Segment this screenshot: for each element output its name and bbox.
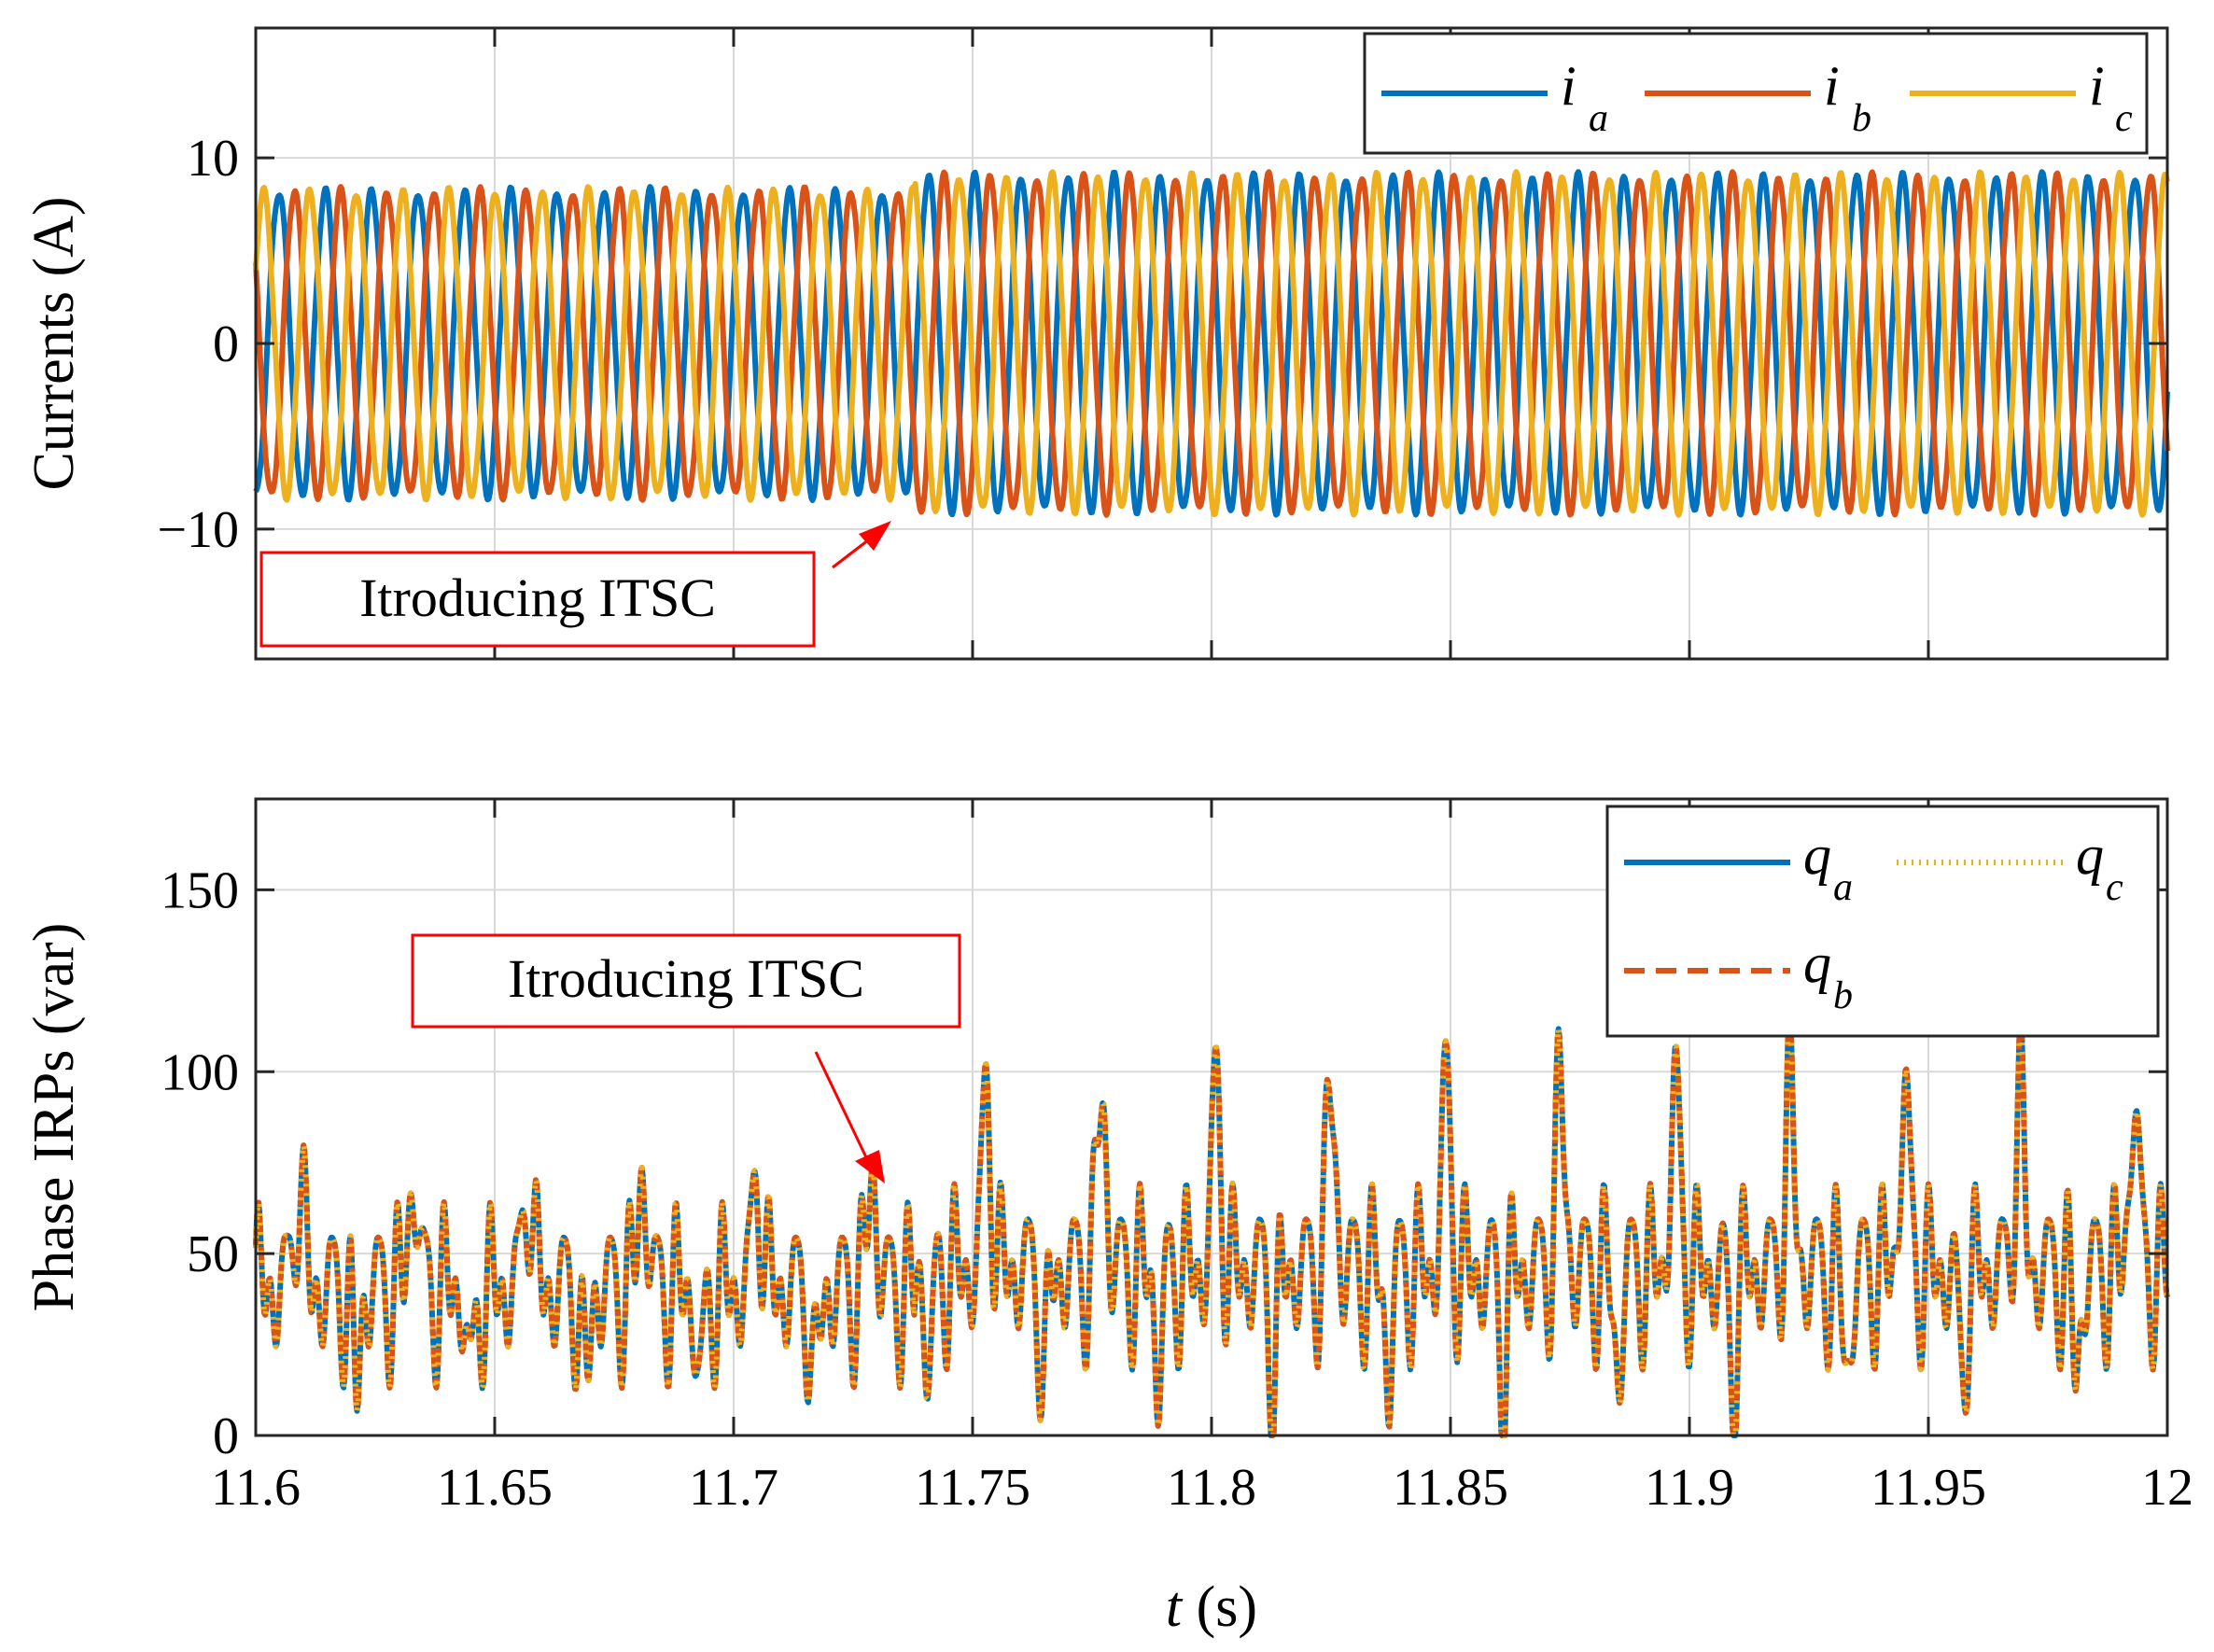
currents-annotation-arrowhead [859, 521, 891, 551]
x-tick-label: 11.8 [1167, 1459, 1256, 1517]
x-tick-label: 11.6 [211, 1459, 301, 1517]
y-tick-label: 50 [187, 1225, 239, 1283]
legend-sub-ia: a [1589, 97, 1608, 140]
currents-axes: −10 0 10 Currents (A) i a i b i c Itroduci… [22, 26, 2170, 661]
irp-annotation-box [411, 933, 961, 1029]
legend-label-ib: i [1824, 55, 1840, 117]
currents-annotation-box [259, 551, 816, 648]
legend-sub-qb: b [1833, 974, 1853, 1017]
legend-label-ic: i [2089, 55, 2105, 117]
x-axis-label-unit: (s) [1182, 1575, 1257, 1639]
series-ic [253, 169, 2170, 518]
legend-label-qb: q [1803, 932, 1831, 994]
legend-label-ia: i [1561, 55, 1576, 117]
y-tick-label: 0 [213, 1407, 239, 1465]
x-tick-label: 11.95 [1871, 1459, 1986, 1517]
legend-sub-qa: a [1833, 866, 1853, 909]
currents-annotation: Itroducing ITSC [259, 521, 891, 648]
irp-series [253, 1003, 2170, 1438]
x-tick-label: 11.85 [1393, 1459, 1508, 1517]
x-tick-label: 12 [2141, 1459, 2193, 1517]
irp-legend-box [1605, 805, 2160, 1038]
irp-ticks: 11.6 11.65 11.7 11.75 11.8 11.85 11.9 11.95 12 0 5… [161, 799, 2193, 1517]
series-qb [253, 1003, 2170, 1438]
irp-annotation-arrowhead [855, 1150, 885, 1183]
currents-series [253, 169, 2170, 518]
irp-axes: 11.6 11.65 11.7 11.75 11.8 11.85 11.9 11.95 12 0 5… [22, 797, 2193, 1639]
irp-annotation-arrow [814, 1051, 868, 1158]
legend-sub-ic: c [2115, 97, 2133, 140]
y-tick-label: 10 [187, 130, 239, 188]
currents-legend: i a i b i c [1363, 32, 2149, 155]
x-tick-label: 11.75 [915, 1459, 1030, 1517]
y-tick-label: 0 [213, 315, 239, 373]
x-tick-label: 11.7 [689, 1459, 778, 1517]
legend-sub-qc: c [2106, 866, 2123, 909]
legend-sub-ib: b [1852, 97, 1871, 140]
currents-annotation-text: Itroducing ITSC [359, 567, 716, 628]
irp-legend: q a q c q b [1605, 805, 2160, 1038]
irp-y-axis-label: Phase IRPs (var) [22, 923, 86, 1312]
x-axis-label: t (s) [1166, 1575, 1257, 1639]
y-tick-label: 150 [161, 861, 239, 919]
currents-y-axis-label: Currents (A) [22, 196, 86, 490]
x-tick-label: 11.9 [1645, 1459, 1734, 1517]
series-ib [253, 169, 2170, 518]
currents-ticks: −10 0 10 [157, 28, 2169, 659]
x-axis-label-var: t [1166, 1575, 1184, 1639]
series-qc [253, 1003, 2170, 1438]
irp-annotation: Itroducing ITSC [411, 933, 961, 1183]
x-tick-label: 11.65 [437, 1459, 553, 1517]
irp-annotation-text: Itroducing ITSC [508, 948, 864, 1009]
y-tick-label: −10 [157, 501, 239, 559]
legend-label-qa: q [1803, 824, 1831, 886]
y-tick-label: 100 [161, 1043, 239, 1101]
legend-label-qc: q [2076, 824, 2104, 886]
